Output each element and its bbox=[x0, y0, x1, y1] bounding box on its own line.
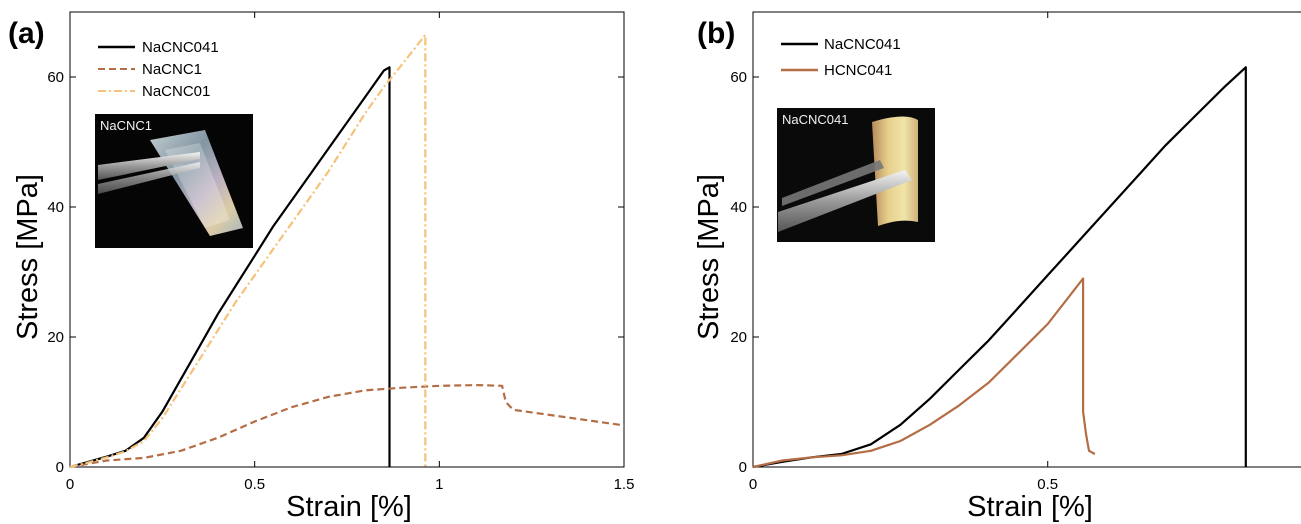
series-group-a bbox=[69, 33, 625, 469]
inset-label-b: NaCNC041 bbox=[782, 112, 848, 127]
ticks-b: 0 0.5 0 20 40 60 bbox=[730, 12, 1058, 493]
x-axis-label-a: Strain [%] bbox=[286, 491, 412, 523]
series-group-b bbox=[752, 66, 1247, 469]
y-axis-label-a: Stress [MPa] bbox=[12, 174, 44, 340]
panel-a: (a) Stress [MPa] Strain [%] 0 0.5 1 1.5 0 20 4… bbox=[8, 11, 634, 523]
x-tick-label-a: 1.5 bbox=[614, 476, 635, 493]
ticks-a: 0 0.5 1 1.5 0 20 40 60 bbox=[47, 12, 634, 493]
legend-label-nacnc041-a: NaCNC041 bbox=[142, 39, 219, 56]
series-line-nacnc01-a bbox=[69, 33, 427, 469]
y-axis-label-b: Stress [MPa] bbox=[693, 174, 725, 340]
x-tick-label-b: 0 bbox=[749, 476, 757, 493]
panel-b: (b) Stress [MPa] Strain [%] 0 0.50204060 … bbox=[693, 11, 1301, 523]
series-line-nacnc041-a bbox=[69, 66, 391, 469]
x-axis-label-b: Strain [%] bbox=[967, 491, 1093, 523]
series-line-nacnc1-a bbox=[69, 384, 625, 469]
y-tick-label-b: 40 bbox=[730, 199, 747, 216]
series-line-hcnc041-b bbox=[752, 277, 1096, 469]
legend-b: NaCNC041 HCNC041 bbox=[781, 36, 901, 79]
legend-label-nacnc1-a: NaCNC1 bbox=[142, 61, 202, 78]
plot-frame-a bbox=[69, 11, 625, 468]
inset-label-a: NaCNC1 bbox=[100, 118, 152, 133]
x-tick-label-a: 0 bbox=[66, 476, 74, 493]
legend-label-nacnc041-b: NaCNC041 bbox=[824, 36, 901, 53]
inset-photo-a: NaCNC1 bbox=[95, 114, 253, 248]
y-tick-label-b: 20 bbox=[730, 329, 747, 346]
panel-label-b: (b) bbox=[697, 17, 735, 50]
x-tick-label-a: 1 bbox=[435, 476, 443, 493]
legend-a: NaCNC041 NaCNC1 NaCNC01 bbox=[98, 39, 219, 100]
panel-label-a: (a) bbox=[8, 17, 45, 50]
series-line-nacnc041-b bbox=[752, 66, 1247, 469]
inset-photo-b: NaCNC041 bbox=[777, 108, 935, 242]
y-tick-label-b: 0 bbox=[739, 459, 747, 476]
y-tick-label-a: 40 bbox=[47, 199, 64, 216]
legend-label-hcnc041-b: HCNC041 bbox=[824, 62, 892, 79]
y-tick-label-a: 0 bbox=[56, 459, 64, 476]
y-tick-label-a: 60 bbox=[47, 69, 64, 86]
y-tick-label-a: 20 bbox=[47, 329, 64, 346]
plot-frame-b bbox=[752, 11, 1301, 468]
y-tick-label-b: 60 bbox=[730, 69, 747, 86]
x-tick-label-a: 0.5 bbox=[244, 476, 265, 493]
legend-label-nacnc01-a: NaCNC01 bbox=[142, 83, 210, 100]
x-tick-label-b: 0.5 bbox=[1037, 476, 1058, 493]
